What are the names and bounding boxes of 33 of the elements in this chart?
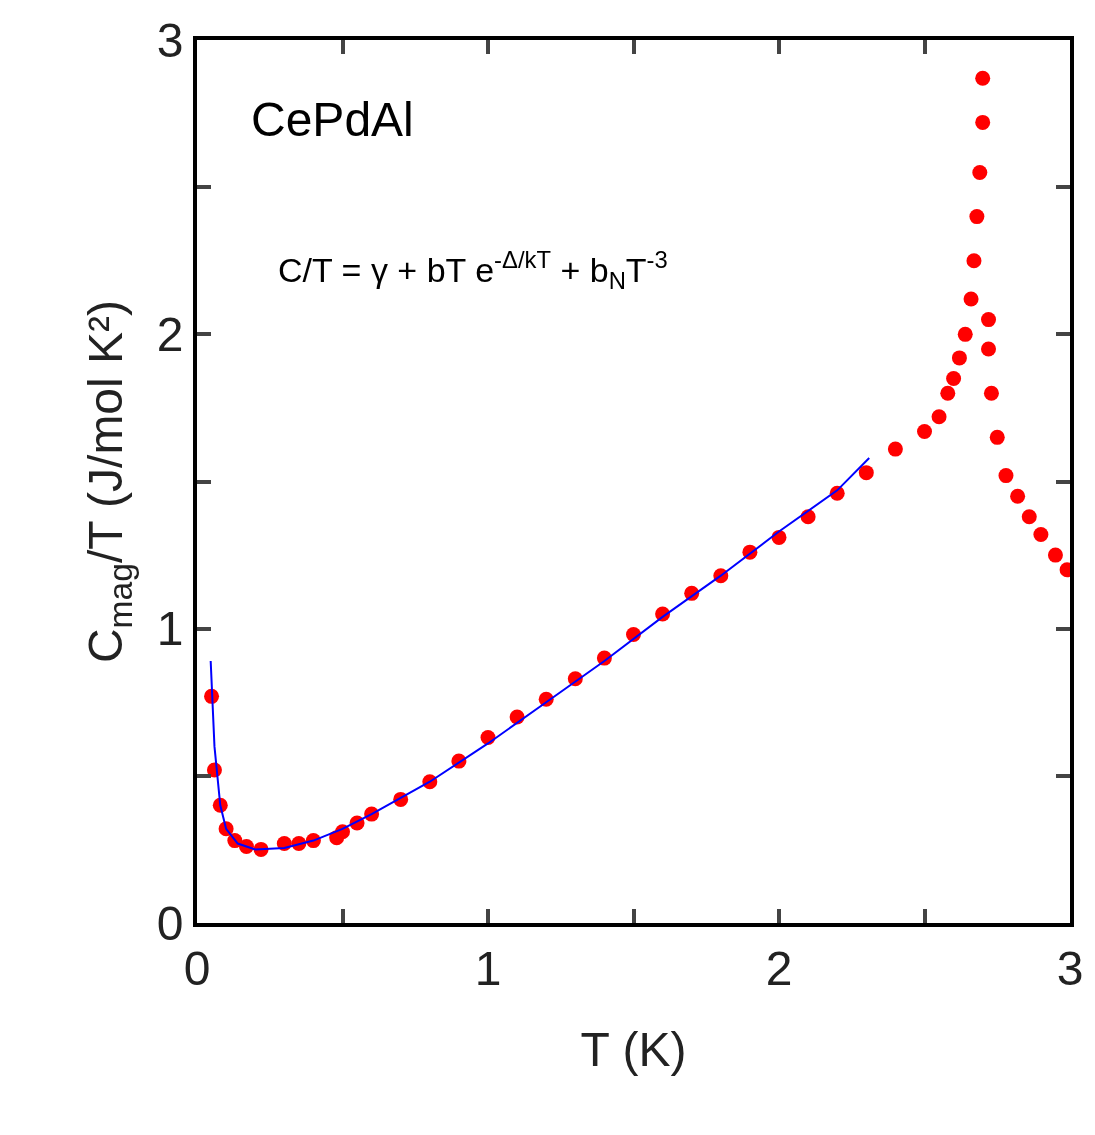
point <box>966 253 982 269</box>
point <box>963 291 979 307</box>
point <box>1033 526 1049 542</box>
y-tick-label: 0 <box>156 896 184 950</box>
point <box>957 326 973 342</box>
point <box>1021 509 1037 525</box>
point <box>946 370 962 386</box>
point <box>940 385 956 401</box>
point <box>1010 488 1026 504</box>
point <box>1047 547 1063 563</box>
point <box>989 429 1005 445</box>
x-tick-label: 3 <box>1056 941 1084 995</box>
annotation: C/T = γ + bT e$^{-Δ/kT}$ + b$_{N}$T$^{-3}$ <box>278 246 668 295</box>
point <box>981 312 997 328</box>
y-tick-label: 1 <box>156 602 184 656</box>
point <box>981 341 997 357</box>
x-axis-title: T (K) <box>580 1023 687 1077</box>
point <box>975 70 991 86</box>
point <box>917 423 932 439</box>
point <box>969 209 985 225</box>
point <box>951 350 967 366</box>
annotation: CePdAl <box>251 93 414 146</box>
x-tick-label: 2 <box>765 941 793 995</box>
y-tick-label: 2 <box>156 308 184 362</box>
y-tick-label: 3 <box>156 13 184 67</box>
point <box>998 468 1014 484</box>
point <box>887 441 903 457</box>
point <box>931 409 947 425</box>
point <box>975 114 991 130</box>
point <box>972 164 988 180</box>
point <box>983 385 999 401</box>
point <box>858 465 874 481</box>
x-tick-label: 1 <box>474 941 502 995</box>
